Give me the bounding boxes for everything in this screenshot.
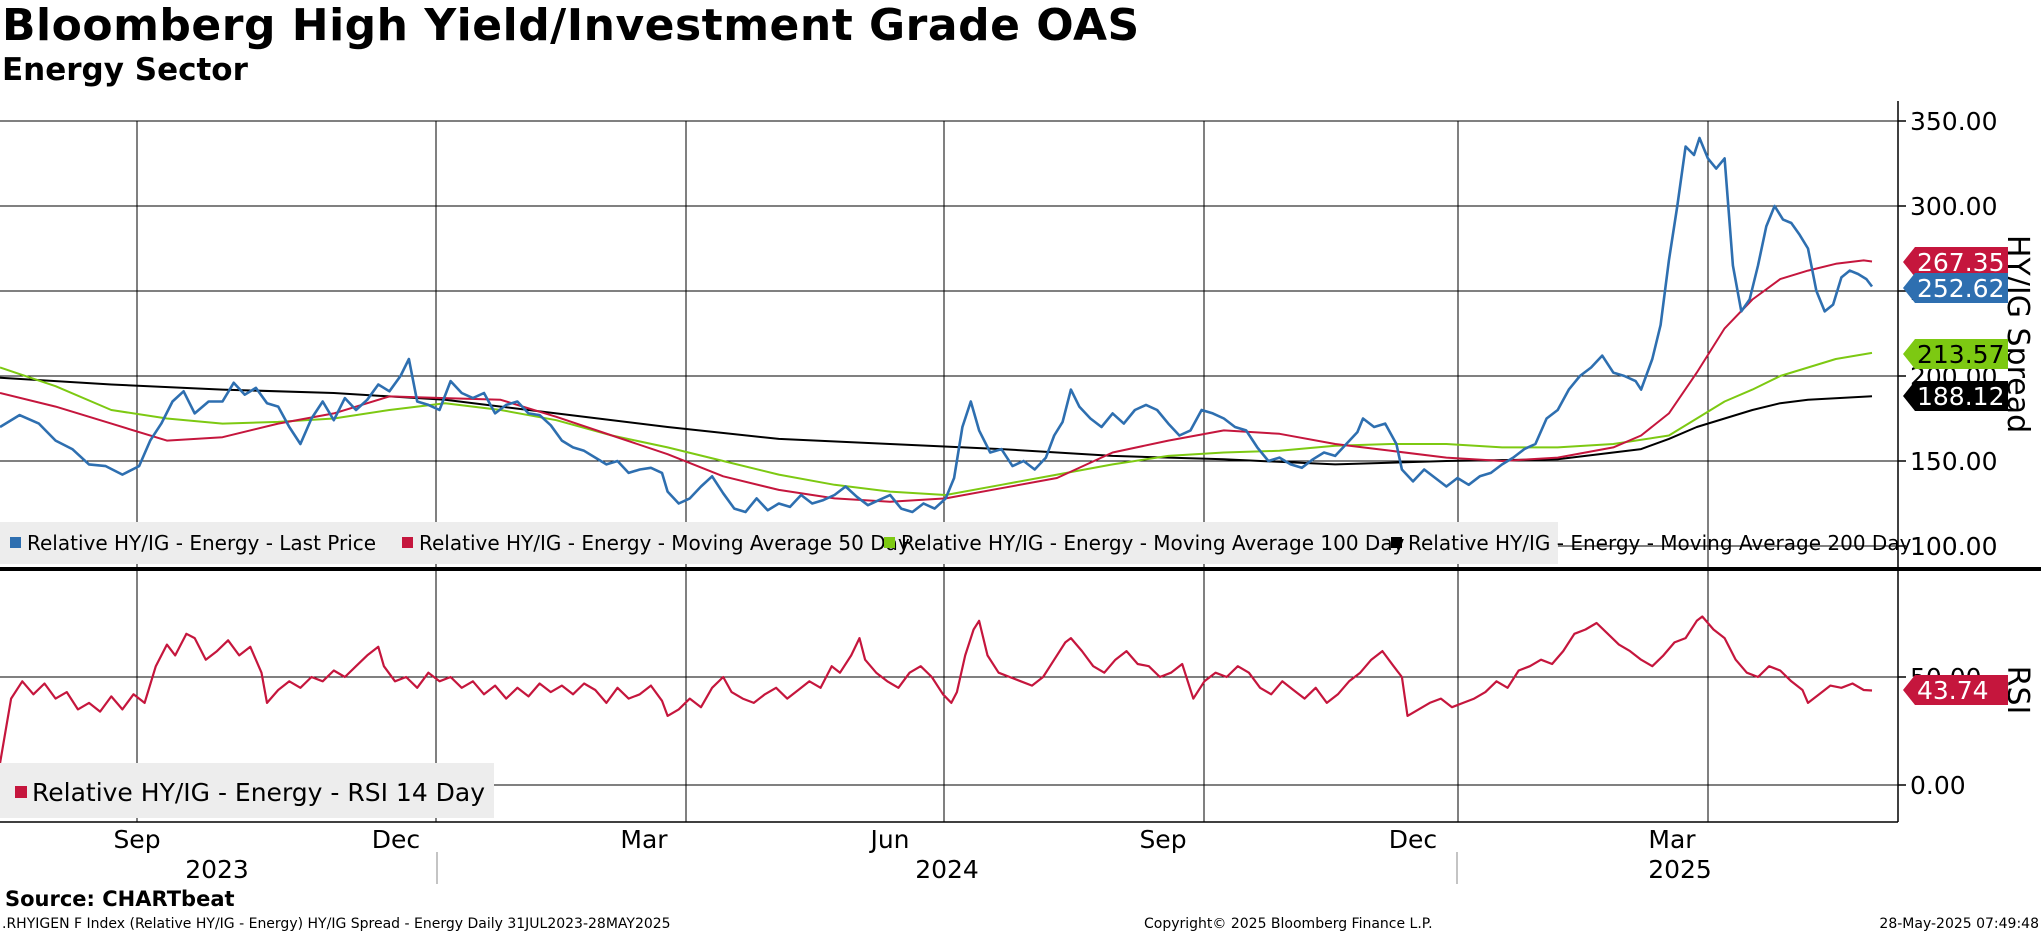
last-tag-ma50-bg (1903, 247, 2008, 277)
last-tag-ma100: 213.57 (1917, 340, 2004, 369)
legend-label-rsi: Relative HY/IG - Energy - RSI 14 Day (32, 778, 485, 807)
legend-swatch-0 (10, 537, 21, 548)
series-line-1-0 (0, 615, 1873, 764)
xtick-month-0: Sep (113, 825, 160, 854)
xtick-month-4: Sep (1139, 825, 1186, 854)
axis-layer: 100.00150.00200.00250.00300.00350.000.00… (0, 101, 2041, 884)
last-tag-ma200: 188.12 (1917, 382, 2004, 411)
legend-swatch-rsi (15, 786, 27, 798)
series-line-main-1 (0, 259, 1873, 503)
last-tag-ma100-bg (1903, 339, 2008, 369)
xtick-year-2: 2025 (1648, 855, 1712, 884)
series-line-main-2 (0, 351, 1873, 496)
footer-ticker-description: .RHYIGEN F Index (Relative HY/IG - Energ… (2, 916, 671, 932)
xtick-year-0: 2023 (185, 855, 249, 884)
chart-area: 100.00150.00200.00250.00300.00350.000.00… (0, 101, 2041, 884)
chart-subtitle: Energy Sector (2, 52, 248, 88)
last-tag-price: 252.62 (1917, 274, 2004, 303)
legend-label-3: Relative HY/IG - Energy - Moving Average… (1408, 531, 1912, 555)
xtick-month-6: Mar (1648, 825, 1696, 854)
xtick-month-3: Jun (868, 825, 909, 854)
ytick-label-main-5: 350.00 (1910, 107, 1997, 136)
series-line-main-0 (0, 136, 1874, 514)
ytick-label-main-4: 300.00 (1910, 192, 1997, 221)
ytick-label-main-0: 100.00 (1910, 532, 1997, 561)
last-tag-rsi: 43.74 (1917, 676, 1989, 705)
footer-timestamp: 28-May-2025 07:49:48 (1879, 916, 2039, 932)
xtick-month-5: Dec (1389, 825, 1437, 854)
legend-main-bg (0, 522, 1558, 564)
xtick-year-1: 2024 (915, 855, 979, 884)
source-label: Source: CHARTbeat (5, 887, 235, 911)
series-layer (0, 136, 1874, 764)
last-tag-ma200-bg (1903, 381, 2008, 411)
last-tag-ma50: 267.35 (1917, 248, 2004, 277)
legend-swatch-1 (402, 537, 413, 548)
legend-swatch-2 (884, 537, 895, 548)
legend-label-2: Relative HY/IG - Energy - Moving Average… (901, 531, 1405, 555)
grid (0, 120, 1898, 822)
xtick-month-1: Dec (372, 825, 420, 854)
ytick-label-main-1: 150.00 (1910, 447, 1997, 476)
legend-label-0: Relative HY/IG - Energy - Last Price (27, 531, 376, 555)
last-tag-rsi-bg (1903, 675, 2008, 705)
legend-rsi-bg (0, 763, 494, 818)
chart-title: Bloomberg High Yield/Investment Grade OA… (2, 0, 1140, 51)
legend-layer: Relative HY/IG - Energy - Last Price Rela… (0, 522, 1912, 818)
footer-copyright: Copyright© 2025 Bloomberg Finance L.P. (1144, 916, 1433, 932)
ytick-label-rsi-0: 0.00 (1910, 771, 1966, 800)
legend-swatch-3 (1391, 537, 1402, 548)
xtick-month-2: Mar (620, 825, 668, 854)
last-tag-price-bg (1903, 273, 2008, 303)
legend-label-1: Relative HY/IG - Energy - Moving Average… (419, 531, 910, 555)
